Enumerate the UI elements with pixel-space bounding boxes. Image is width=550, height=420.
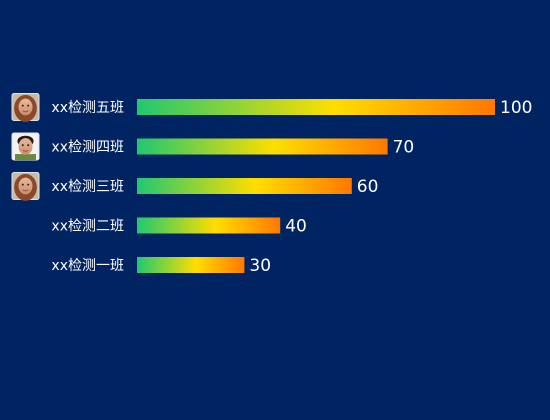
bars-group: xx检测五班 100 xx检测四班 70 xx检测三班 60 xx检测二班 40 xx检测一班 3…: [11, 93, 532, 276]
bar: [137, 99, 495, 115]
avatar-female-photo-icon: [11, 93, 40, 122]
category-label: xx检测五班: [51, 100, 124, 116]
category-label: xx检测一班: [51, 258, 124, 274]
bar-row: xx检测三班 60: [11, 172, 379, 201]
category-label: xx检测三班: [51, 179, 124, 195]
avatar-female-photo-icon: [11, 172, 40, 201]
value-label: 40: [285, 217, 307, 237]
value-label: 70: [393, 138, 415, 158]
bar: [137, 178, 352, 194]
bar: [137, 217, 281, 234]
bar-row: xx检测二班 40: [51, 217, 306, 237]
value-label: 60: [357, 177, 379, 197]
value-label: 30: [249, 256, 271, 276]
bar: [137, 138, 388, 155]
bar: [137, 257, 245, 273]
bar-row: xx检测一班 30: [51, 256, 271, 276]
bar-row: xx检测五班 100: [11, 93, 532, 122]
value-label: 100: [500, 98, 532, 118]
category-label: xx检测二班: [51, 219, 124, 235]
category-label: xx检测四班: [51, 140, 124, 156]
avatar-male-photo-icon: [11, 132, 40, 161]
bar-row: xx检测四班 70: [11, 132, 415, 161]
